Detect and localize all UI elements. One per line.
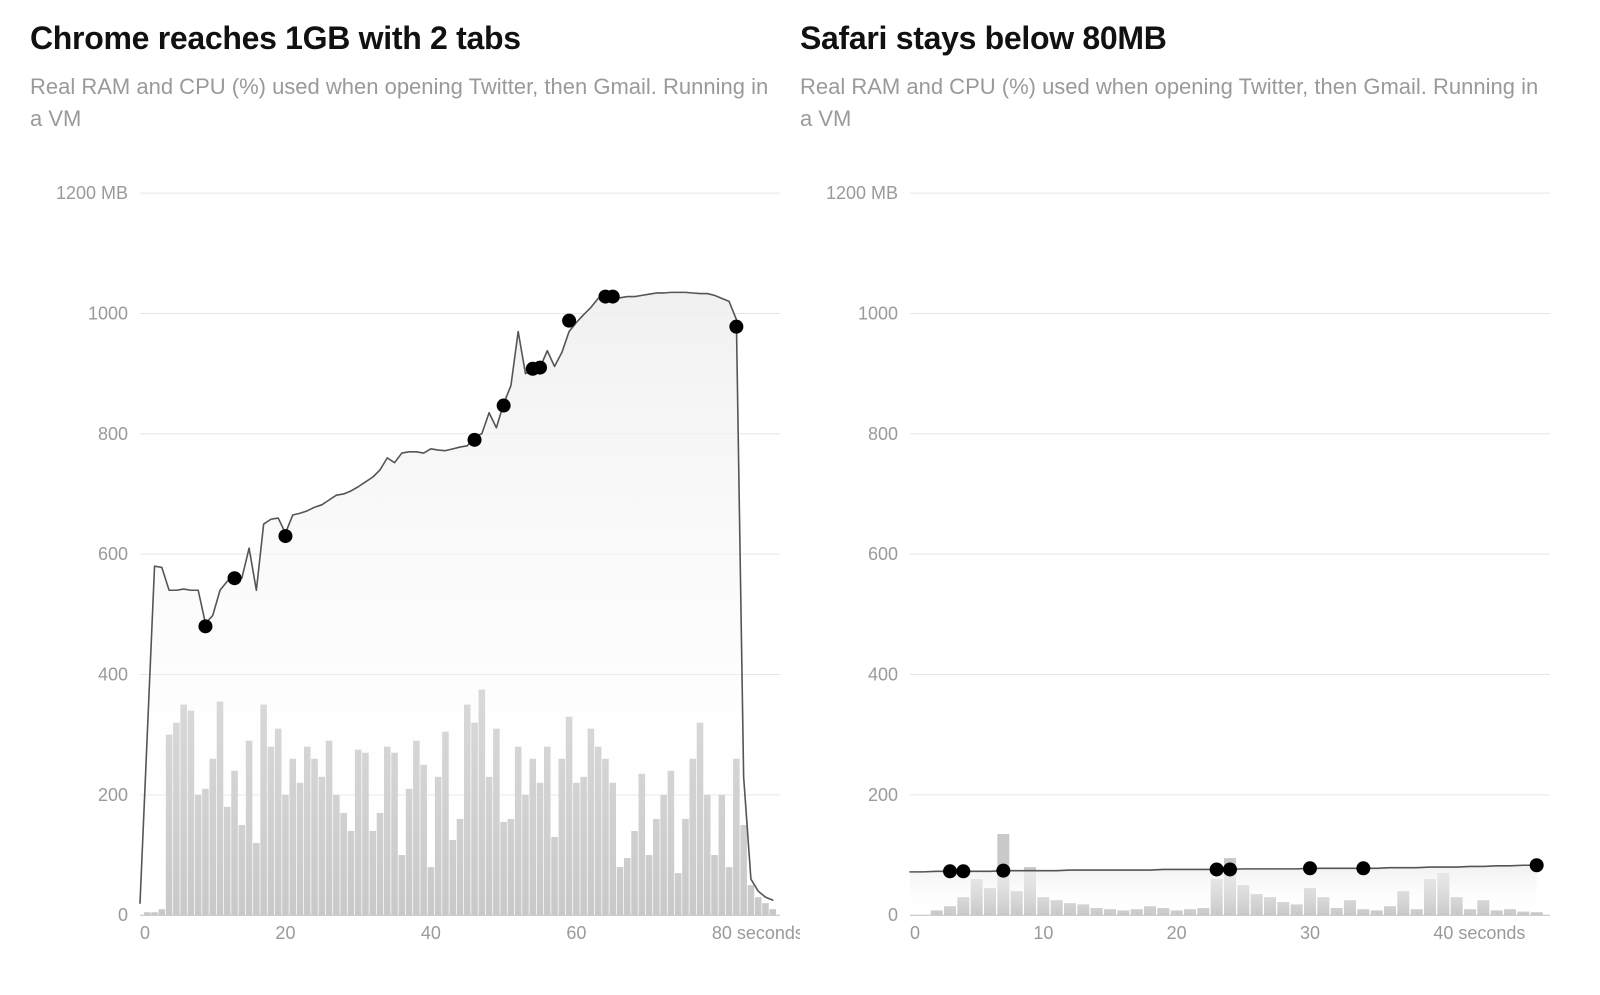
grid xyxy=(910,193,1550,795)
y-tick-label: 1000 xyxy=(88,303,128,323)
x-tick-label: 30 xyxy=(1300,923,1320,943)
panel-subtitle: Real RAM and CPU (%) used when opening T… xyxy=(800,71,1540,135)
y-tick-label: 600 xyxy=(98,544,128,564)
panel-chrome: Chrome reaches 1GB with 2 tabs Real RAM … xyxy=(30,20,800,965)
panel-safari: Safari stays below 80MB Real RAM and CPU… xyxy=(800,20,1570,965)
ram-marker xyxy=(996,863,1010,877)
x-tick-label: 10 xyxy=(1033,923,1053,943)
x-tick-label: 20 xyxy=(275,923,295,943)
ram-marker xyxy=(1530,858,1544,872)
y-tick-label: 1000 xyxy=(858,303,898,323)
ram-marker xyxy=(198,619,212,633)
ram-marker xyxy=(943,864,957,878)
ram-marker xyxy=(468,433,482,447)
x-tick-label: 40 xyxy=(421,923,441,943)
x-tick-label: 0 xyxy=(140,923,150,943)
x-tick-label: 0 xyxy=(910,923,920,943)
y-tick-label: 0 xyxy=(888,905,898,925)
y-tick-label: 1200 MB xyxy=(56,183,128,203)
y-tick-label: 400 xyxy=(868,664,898,684)
ram-marker xyxy=(729,319,743,333)
ram-marker xyxy=(1210,862,1224,876)
x-tick-label: 80 seconds xyxy=(712,923,800,943)
panel-subtitle: Real RAM and CPU (%) used when opening T… xyxy=(30,71,770,135)
x-tick-label: 20 xyxy=(1167,923,1187,943)
x-tick-label: 40 seconds xyxy=(1433,923,1525,943)
y-tick-label: 400 xyxy=(98,664,128,684)
y-tick-label: 200 xyxy=(98,785,128,805)
panel-title: Chrome reaches 1GB with 2 tabs xyxy=(30,20,800,57)
ram-marker xyxy=(1223,862,1237,876)
chart-svg: 0 200 400 600 800 1000 1200 MB 0 20 40 60 80 second… xyxy=(30,143,800,965)
ram-marker xyxy=(497,398,511,412)
ram-marker xyxy=(956,864,970,878)
y-tick-label: 1200 MB xyxy=(826,183,898,203)
y-tick-label: 600 xyxy=(868,544,898,564)
chart-host-chrome: 0 200 400 600 800 1000 1200 MB 0 20 40 60 80 second… xyxy=(30,143,800,965)
y-tick-label: 800 xyxy=(98,424,128,444)
ram-marker xyxy=(278,529,292,543)
ram-marker xyxy=(533,360,547,374)
x-tick-label: 60 xyxy=(566,923,586,943)
chart-svg: 0 200 400 600 800 1000 1200 MB 0 10 20 30 40 second… xyxy=(800,143,1570,965)
ram-area xyxy=(140,292,773,915)
ram-marker xyxy=(1356,861,1370,875)
chart-host-safari: 0 200 400 600 800 1000 1200 MB 0 10 20 30 40 second… xyxy=(800,143,1570,965)
panel-title: Safari stays below 80MB xyxy=(800,20,1570,57)
charts-row: Chrome reaches 1GB with 2 tabs Real RAM … xyxy=(0,0,1600,995)
y-tick-label: 0 xyxy=(118,905,128,925)
ram-marker xyxy=(1303,861,1317,875)
ram-marker xyxy=(228,571,242,585)
ram-marker xyxy=(606,289,620,303)
ram-marker xyxy=(562,313,576,327)
y-tick-label: 200 xyxy=(868,785,898,805)
y-tick-label: 800 xyxy=(868,424,898,444)
